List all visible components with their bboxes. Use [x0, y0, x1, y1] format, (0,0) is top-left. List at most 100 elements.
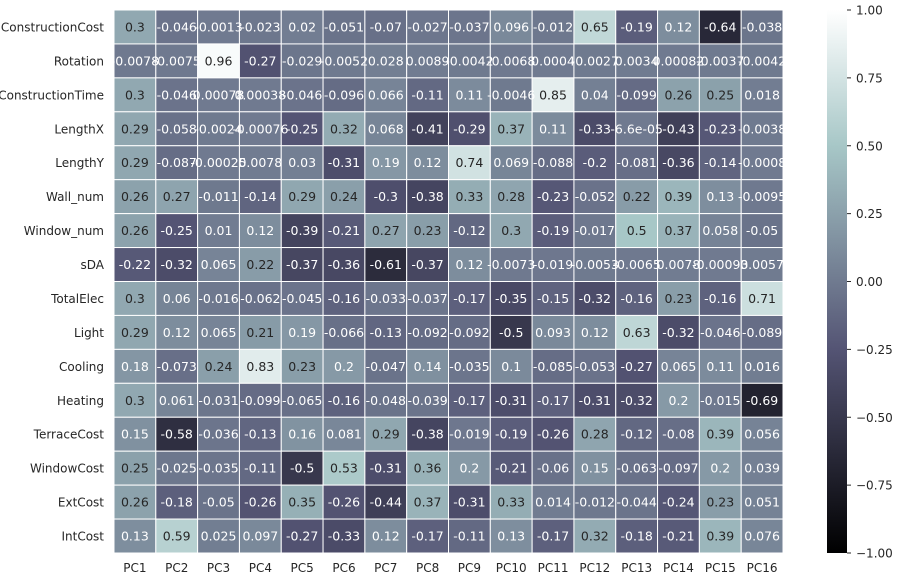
cell-value-label: 0.13	[497, 529, 525, 544]
heatmap-cell	[364, 518, 408, 554]
heatmap-cell	[280, 518, 324, 554]
heatmap-cell	[740, 77, 784, 113]
heatmap-cell	[155, 213, 199, 249]
column-tick-label: PC13	[621, 561, 652, 575]
column-tick-labels: PC1 PC2 PC3 PC4 PC5 PC6 PC7 PC8 PC9 PC10 PC11 PC12 P…	[123, 561, 777, 575]
cell-value-label: 0.01	[205, 223, 233, 238]
cell-value-label: -0.015	[700, 393, 740, 408]
heatmap-cell	[155, 348, 199, 384]
cell-value-label: 0.028	[368, 53, 404, 68]
heatmap-cell	[489, 450, 533, 486]
cell-value-label: -0.19	[495, 427, 527, 442]
cell-value-label: 0.19	[372, 155, 400, 170]
cell-value-label: 0.065	[201, 257, 237, 272]
cell-value-label: 0.0078	[657, 257, 701, 272]
cell-value-label: -0.065	[282, 393, 322, 408]
cell-value-label: 0.53	[330, 461, 358, 476]
heatmap-cell	[155, 43, 199, 79]
column-tick-label: PC5	[291, 561, 314, 575]
cell-value-label: -0.046	[700, 325, 740, 340]
heatmap-cell	[448, 213, 491, 249]
cell-value-label: -0.046	[157, 87, 197, 102]
cell-value-label: 0.23	[706, 495, 734, 510]
cell-value-label: -0.0073	[487, 257, 535, 272]
row-tick-label: TotalElec	[50, 292, 104, 306]
cell-value-label: -0.0095	[738, 189, 786, 204]
cell-value-label: -0.0038	[738, 121, 786, 136]
cell-value-label: 0.056	[744, 427, 780, 442]
cell-value-label: -0.019	[533, 257, 573, 272]
cell-value-label: -0.13	[370, 325, 402, 340]
heatmap-cell-labels: 0.3 -0.046-0.0013-0.023 0.02 -0.051 -0.07 -0.…	[111, 19, 786, 543]
cell-value-label: 0.85	[539, 87, 567, 102]
heatmap-cell	[322, 43, 366, 79]
cell-value-label: -0.023	[240, 19, 280, 34]
cell-value-label: -0.027	[407, 19, 447, 34]
cell-value-label: -0.24	[662, 495, 694, 510]
heatmap-cell	[657, 9, 700, 45]
row-tick-labels: ConstructionCost Rotation ConstructionTime…	[0, 20, 105, 543]
cell-value-label: 0.068	[368, 121, 404, 136]
row-tick-label: Light	[74, 326, 104, 340]
heatmap-cell	[615, 450, 659, 486]
cell-value-label: 0.3	[125, 291, 145, 306]
cell-value-label: 0.12	[414, 155, 442, 170]
cell-value-label: 0.081	[326, 427, 362, 442]
cell-value-label: -0.32	[161, 257, 193, 272]
cell-value-label: 0.061	[159, 393, 195, 408]
heatmap-cell	[113, 213, 157, 249]
heatmap-cell	[406, 213, 449, 249]
cell-value-label: -0.044	[617, 495, 657, 510]
heatmap-cell	[113, 9, 157, 45]
heatmap-cell	[197, 416, 240, 452]
cell-value-label: 0.0057	[740, 257, 784, 272]
cell-value-label: 0.18	[121, 359, 149, 374]
cell-value-label: 0.06	[163, 291, 191, 306]
heatmap-cell	[238, 450, 282, 486]
cell-value-label: -0.062	[240, 291, 280, 306]
heatmap-cell	[740, 382, 784, 418]
row-tick-label: WindowCost	[30, 462, 104, 476]
cell-value-label: 0.12	[246, 223, 274, 238]
heatmap-cell	[740, 9, 784, 45]
column-tick-label: PC6	[332, 561, 355, 575]
heatmap-cell	[531, 314, 575, 350]
heatmap-cell	[615, 382, 659, 418]
column-tick-label: PC1	[123, 561, 146, 575]
heatmap-cell	[238, 281, 282, 316]
colorbar-gradient	[827, 10, 847, 553]
heatmap-cell	[698, 247, 742, 282]
cell-value-label: -0.31	[370, 461, 402, 476]
cell-value-label: -0.31	[495, 393, 527, 408]
cell-value-label: 0.3	[125, 87, 145, 102]
cell-value-label: 0.02	[288, 19, 316, 34]
heatmap-cell	[448, 179, 491, 215]
row-tick-label: ExtCost	[58, 496, 104, 510]
heatmap-cell	[740, 348, 784, 384]
heatmap-cell	[364, 179, 408, 215]
heatmap-cell	[322, 484, 366, 520]
row-tick-label: Rotation	[54, 54, 104, 68]
cell-value-label: 0.74	[455, 155, 483, 170]
cell-value-label: 0.24	[205, 359, 233, 374]
heatmap-cell	[615, 111, 659, 147]
cell-value-label: -0.35	[495, 291, 527, 306]
cell-value-label: 0.28	[581, 427, 609, 442]
cell-value-label: -0.0042	[738, 53, 786, 68]
heatmap-cell	[698, 77, 742, 113]
row-tick-label: sDA	[81, 258, 105, 272]
cell-value-label: 0.22	[246, 257, 274, 272]
heatmap-cell	[740, 145, 784, 181]
heatmap-cell	[280, 77, 324, 113]
cell-value-label: -0.046	[157, 19, 197, 34]
cell-value-label: -0.017	[575, 223, 615, 238]
heatmap-cell	[322, 145, 366, 181]
cell-value-label: 0.051	[744, 495, 780, 510]
cell-value-label: -0.039	[407, 393, 447, 408]
cell-value-label: 0.29	[372, 427, 400, 442]
cell-value-label: 0.065	[661, 359, 697, 374]
heatmap-cell	[740, 111, 784, 147]
cell-value-label: -0.27	[286, 529, 318, 544]
heatmap-cell	[657, 77, 700, 113]
